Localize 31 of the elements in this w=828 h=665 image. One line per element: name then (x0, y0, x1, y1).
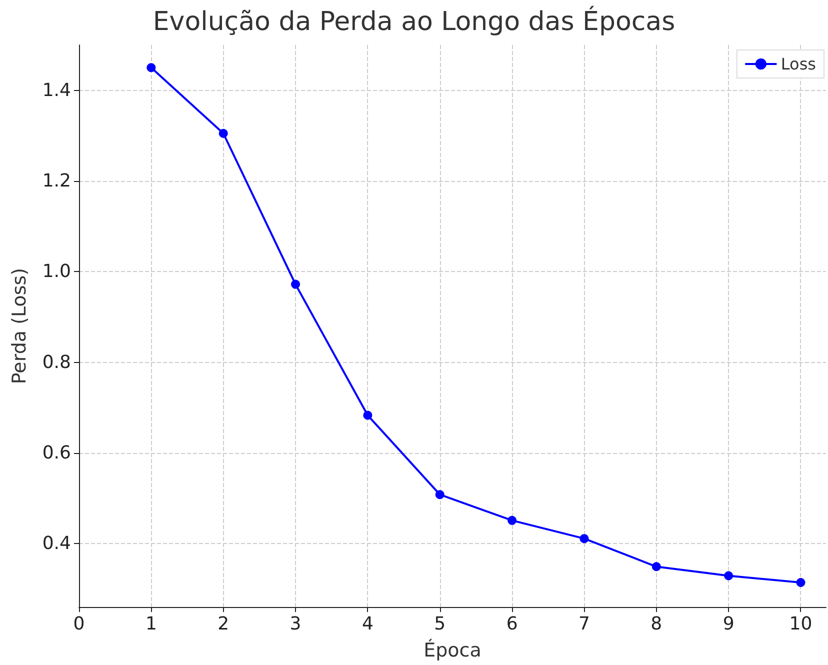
y-tick-label: 1.0 (42, 261, 71, 282)
legend-label: Loss (780, 54, 816, 74)
y-tick-label: 0.6 (42, 442, 71, 464)
x-tick-label: 5 (434, 614, 446, 634)
x-tick-label: 7 (578, 614, 590, 634)
x-tick-label: 6 (506, 614, 518, 634)
point (363, 410, 372, 420)
point (291, 280, 300, 289)
x-tick-label: 1 (145, 614, 157, 634)
point (435, 490, 444, 500)
point (218, 128, 228, 138)
x-tick-label: 8 (650, 614, 662, 634)
y-tick-label: 1.4 (42, 80, 71, 101)
chart-title: Evolução da Perda ao Longo das Épocas (152, 5, 676, 37)
x-tick-label: 2 (218, 614, 230, 634)
y-tick-label: 0.4 (42, 533, 71, 554)
y-tick-label: 0.8 (42, 352, 71, 373)
point (146, 63, 156, 72)
point (652, 562, 661, 572)
x-tick-label: 9 (722, 614, 734, 634)
point (580, 534, 589, 544)
x-tick-label: 0 (73, 614, 85, 634)
y-tick-label: 1.2 (42, 170, 71, 192)
x-tick-label: 4 (362, 614, 374, 634)
x-tick-label: 10 (789, 614, 812, 634)
point (508, 516, 517, 525)
point (796, 578, 806, 588)
y-axis-title: Perda (Loss) (8, 268, 30, 384)
x-tick-label: 3 (290, 614, 302, 634)
x-axis-title: Época (424, 638, 482, 662)
point (724, 571, 734, 580)
